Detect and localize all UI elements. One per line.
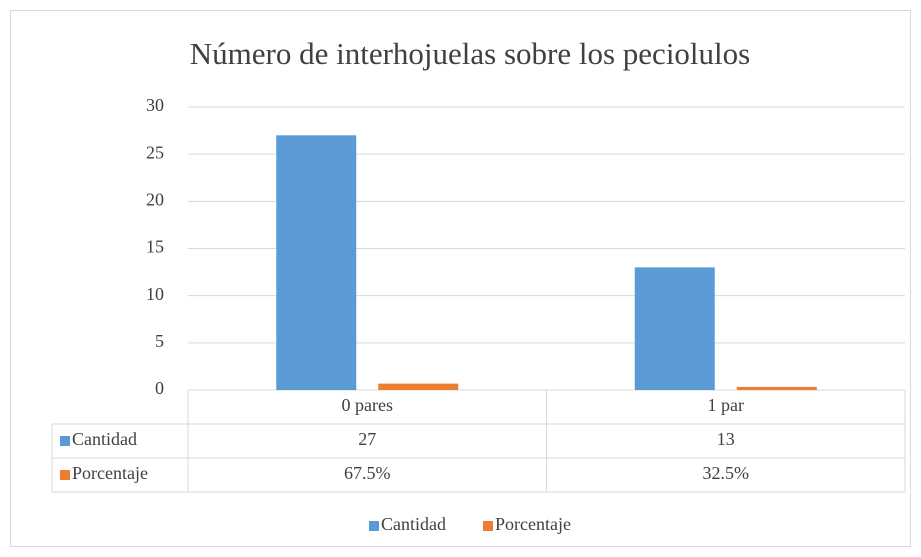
table-value: 27 xyxy=(358,429,376,449)
chart-title: Número de interhojuelas sobre los peciol… xyxy=(190,36,750,71)
y-tick-label: 30 xyxy=(146,95,164,115)
bar xyxy=(378,383,459,390)
y-tick-label: 5 xyxy=(155,331,164,351)
x-tick-label: 0 pares xyxy=(342,395,393,415)
bar xyxy=(276,135,357,390)
bar xyxy=(634,267,715,390)
table-legend-key xyxy=(60,470,70,480)
table-legend-key xyxy=(60,436,70,446)
y-tick-label: 15 xyxy=(146,237,164,257)
legend-label: Porcentaje xyxy=(495,514,571,534)
y-tick-label: 0 xyxy=(155,378,164,398)
y-tick-label: 20 xyxy=(146,189,164,209)
table-value: 67.5% xyxy=(344,463,391,483)
table-series-name: Porcentaje xyxy=(72,463,148,483)
legend-key xyxy=(369,521,379,531)
x-tick-label: 1 par xyxy=(708,395,744,415)
bar xyxy=(736,386,817,390)
legend-label: Cantidad xyxy=(381,514,446,534)
legend-key xyxy=(483,521,493,531)
table-value: 13 xyxy=(717,429,735,449)
y-tick-label: 10 xyxy=(146,284,164,304)
chart-border xyxy=(10,10,911,547)
y-tick-label: 25 xyxy=(146,142,164,162)
table-series-name: Cantidad xyxy=(72,429,137,449)
table-value: 32.5% xyxy=(703,463,750,483)
